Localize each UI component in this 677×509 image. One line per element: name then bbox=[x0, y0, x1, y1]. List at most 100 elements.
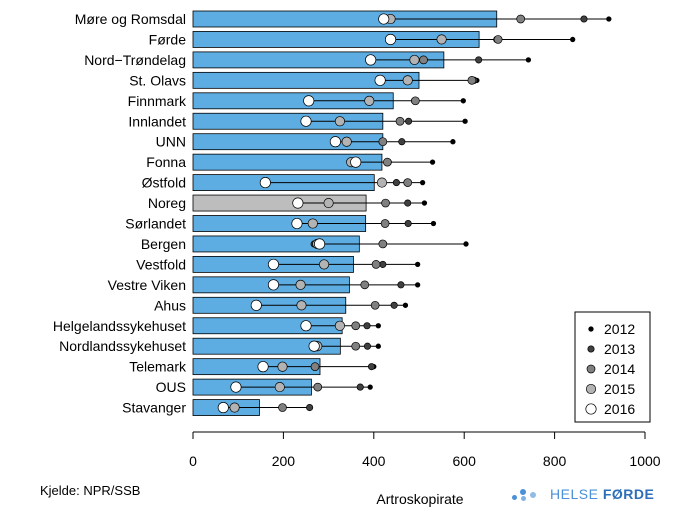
category-label: UNN bbox=[156, 134, 186, 150]
point-2016 bbox=[384, 33, 397, 45]
point-2015 bbox=[307, 218, 318, 229]
point-2012 bbox=[414, 282, 421, 288]
category-label: Nordlandssykehuset bbox=[59, 338, 186, 354]
legend-marker-2014 bbox=[586, 364, 596, 374]
point-2014 bbox=[467, 75, 477, 85]
point-2012 bbox=[402, 302, 409, 308]
point-2014 bbox=[383, 157, 392, 167]
point-2015 bbox=[436, 34, 447, 45]
point-2014 bbox=[380, 219, 390, 228]
point-2014 bbox=[381, 198, 390, 208]
legend-marker-2013 bbox=[587, 345, 595, 353]
category-label: Stavanger bbox=[122, 400, 186, 416]
point-2015 bbox=[295, 279, 306, 290]
point-2016 bbox=[267, 279, 280, 291]
point-2012 bbox=[450, 139, 456, 145]
point-2014 bbox=[378, 239, 388, 249]
point-2016 bbox=[230, 381, 242, 393]
category-label: Ahus bbox=[154, 297, 186, 313]
x-tick-label: 600 bbox=[453, 453, 477, 469]
point-2012 bbox=[570, 36, 576, 43]
category-label: Helgelandssykehuset bbox=[53, 318, 186, 334]
category-label: Fonna bbox=[146, 154, 186, 170]
point-2016 bbox=[329, 136, 341, 148]
point-2015 bbox=[296, 300, 307, 311]
point-2014 bbox=[371, 260, 381, 269]
point-2016 bbox=[291, 217, 303, 230]
point-2015 bbox=[229, 402, 240, 413]
point-2012 bbox=[375, 343, 381, 349]
point-2016 bbox=[250, 299, 262, 311]
category-label: Møre og Romsdal bbox=[75, 11, 186, 27]
point-2014 bbox=[378, 137, 388, 147]
category-label: Finnmark bbox=[128, 93, 187, 109]
point-2015 bbox=[277, 361, 288, 372]
point-2013 bbox=[363, 342, 372, 350]
point-2014 bbox=[351, 341, 361, 351]
point-2016 bbox=[257, 361, 269, 373]
source-note: Kjelde: NPR/SSB bbox=[40, 483, 141, 498]
brand-dots-icon bbox=[512, 487, 546, 501]
category-label: Noreg bbox=[148, 195, 186, 211]
point-2014 bbox=[403, 178, 413, 187]
point-2015 bbox=[376, 177, 387, 188]
point-2015 bbox=[402, 75, 413, 86]
category-label: Nord−Trøndelag bbox=[84, 52, 186, 68]
point-2016 bbox=[350, 156, 362, 168]
category-label: Innlandet bbox=[128, 113, 186, 129]
point-2012 bbox=[367, 384, 373, 390]
point-2013 bbox=[405, 117, 413, 125]
point-2016 bbox=[300, 115, 312, 127]
point-2016 bbox=[365, 54, 377, 66]
x-tick-label: 400 bbox=[362, 453, 386, 469]
point-2012 bbox=[463, 241, 469, 247]
point-2014 bbox=[395, 116, 405, 126]
point-2015 bbox=[334, 116, 345, 127]
point-2013 bbox=[475, 56, 483, 64]
category-label: Bergen bbox=[141, 236, 186, 252]
point-2015 bbox=[323, 198, 334, 209]
point-2014 bbox=[493, 35, 503, 44]
legend-marker-2012 bbox=[588, 326, 594, 332]
point-2016 bbox=[303, 95, 315, 107]
category-label: Telemark bbox=[129, 359, 187, 375]
point-2012 bbox=[421, 200, 428, 206]
point-2013 bbox=[404, 219, 412, 228]
point-2014 bbox=[313, 382, 323, 392]
point-2013 bbox=[392, 179, 400, 187]
point-2012 bbox=[462, 118, 468, 124]
point-2013 bbox=[367, 363, 376, 371]
point-2013 bbox=[306, 403, 314, 412]
legend-marker-2015 bbox=[585, 383, 597, 395]
point-2015 bbox=[274, 382, 285, 393]
point-2012 bbox=[429, 159, 436, 165]
point-2014 bbox=[419, 55, 428, 65]
category-label: Førde bbox=[149, 31, 187, 47]
point-2014 bbox=[278, 403, 287, 412]
x-axis-label: Artroskopirate bbox=[376, 491, 463, 507]
brand-logo: HELSE FØRDE bbox=[512, 486, 654, 502]
point-2012 bbox=[460, 98, 466, 104]
point-2016 bbox=[217, 401, 229, 414]
point-2012 bbox=[606, 16, 612, 22]
x-tick-label: 200 bbox=[272, 453, 296, 469]
point-2015 bbox=[334, 320, 345, 331]
category-label: St. Olavs bbox=[129, 72, 186, 88]
point-2013 bbox=[404, 199, 412, 207]
point-2014 bbox=[411, 96, 420, 106]
legend-label: 2016 bbox=[604, 401, 635, 417]
points-layer bbox=[217, 13, 612, 414]
bars-layer bbox=[192, 10, 498, 416]
point-2013 bbox=[356, 383, 364, 391]
category-label: OUS bbox=[156, 379, 186, 395]
x-axis: 0 200 400 600 800 1000 bbox=[189, 431, 661, 469]
x-tick-label: 1000 bbox=[629, 453, 660, 469]
legend: 2012 2013 2014 2015 2016 bbox=[574, 311, 651, 423]
point-2016 bbox=[259, 177, 271, 189]
legend-label: 2012 bbox=[604, 321, 635, 337]
legend-label: 2015 bbox=[604, 381, 635, 397]
point-2015 bbox=[364, 95, 375, 106]
point-2016 bbox=[300, 320, 312, 332]
point-2012 bbox=[414, 261, 421, 268]
